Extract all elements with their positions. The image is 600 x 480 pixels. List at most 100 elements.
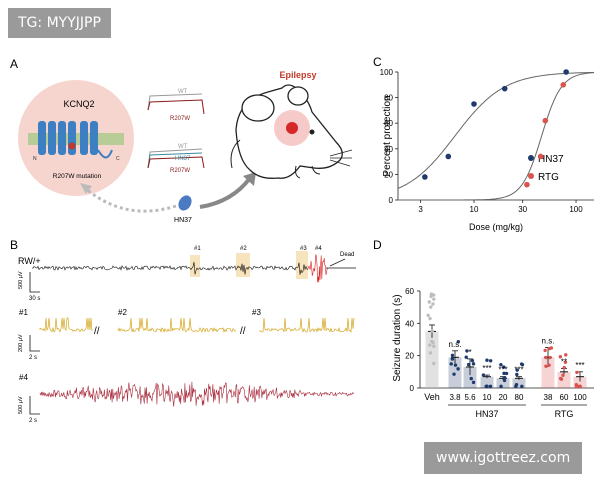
d-data-point [449, 362, 453, 366]
drug-label: HN37 [174, 217, 192, 224]
d-significance-label: *** [498, 366, 507, 375]
d-data-point [471, 380, 476, 385]
mutation-label: R207W mutation [53, 173, 102, 180]
d-category-label: 100 [573, 393, 587, 402]
hn37-fit-curve [397, 71, 595, 189]
dead-arrow [329, 258, 346, 267]
d-category-label: 3.8 [449, 393, 461, 402]
seizure-duration-chart: Seizure duration (s) 0 20 40 60 Veh 3.8 n.s. 5.… [392, 287, 594, 419]
dashed-arrow-to-channel [84, 186, 177, 213]
d-significance-label: n.s. [449, 340, 462, 349]
scale-zoom-voltage: 200 μV [18, 334, 24, 352]
d-data-point [502, 378, 507, 383]
d-bar-10 [480, 376, 494, 388]
scale-seizure-time: 2 s [29, 418, 37, 424]
d-data-point [432, 293, 436, 297]
d-data-point [548, 355, 552, 360]
d-data-point [432, 361, 436, 366]
d-data-point [547, 346, 552, 351]
solid-arrow-head [243, 172, 256, 186]
kcnq2-helices [38, 121, 113, 159]
c-ytick-label: 60 [384, 119, 393, 128]
trace-wt-label-2: WT [178, 144, 188, 150]
hn37-data-point [422, 174, 428, 180]
hn37-data-point [501, 85, 508, 92]
zoom-trace-2 [117, 317, 237, 333]
d-significance-label: n.s. [542, 337, 555, 346]
d-data-point [502, 376, 507, 380]
d-data-point [485, 358, 489, 362]
d-data-point [432, 344, 436, 348]
watermark-bottom: www.igottreez.com [424, 442, 583, 474]
d-data-point [481, 373, 486, 377]
eeg-seizure-burst [307, 254, 329, 283]
d-data-point [430, 329, 434, 333]
d-data-point [431, 302, 435, 306]
genotype-label: RW/+ [18, 256, 41, 266]
event-highlight-3 [296, 251, 308, 279]
current-trace-top: WT R207W [147, 89, 205, 122]
event-marker-2: #2 [240, 246, 247, 252]
legend-hn37-label: HN37 [538, 154, 564, 165]
legend-hn37-dot [528, 155, 534, 161]
d-data-point [564, 353, 568, 357]
d-data-point [469, 376, 473, 381]
d-data-point [575, 370, 579, 375]
rtg-data-point [537, 153, 544, 160]
trace-r207w-label-2: R207W [170, 168, 190, 174]
d-data-point [543, 348, 547, 353]
d-data-point [502, 371, 506, 376]
scale-overview-time: 30 s [29, 296, 40, 302]
c-ytick-label: 40 [384, 145, 393, 154]
scalebar-seizure [29, 396, 40, 415]
event-marker-1: #1 [194, 246, 201, 252]
d-data-point [520, 384, 524, 389]
zoom-trace-3 [259, 317, 355, 333]
d-data-point [488, 384, 493, 389]
d-data-point [427, 300, 431, 304]
d-data-point [563, 360, 568, 364]
scalebar-zoom [29, 335, 40, 352]
d-category-label: 20 [499, 393, 508, 402]
zoom-label-1: #1 [19, 308, 28, 317]
zoom-trace-1 [39, 317, 93, 333]
panel-a-label: A [10, 57, 18, 71]
c-x-axis-label: Dose (mg/kg) [469, 222, 523, 232]
d-data-point [561, 373, 565, 377]
d-data-point [428, 343, 432, 347]
trace-r207w-label-1: R207W [170, 116, 190, 122]
d-significance-label: * [468, 348, 471, 357]
event-marker-4: #4 [315, 246, 322, 252]
d-ytick-label: 20 [405, 352, 414, 361]
dashed-arrow-head [80, 183, 92, 194]
rtg-fit-curve [398, 72, 595, 201]
event-marker-3: #3 [300, 246, 307, 252]
dose-response-chart: Percent protection Dose (mg/kg) HN37 RTG… [380, 68, 595, 232]
d-ytick-label: 0 [410, 384, 415, 393]
c-xtick-label: 30 [518, 205, 527, 214]
d-data-point [547, 363, 551, 367]
d-bar-60 [557, 371, 571, 388]
d-category-label: 60 [560, 393, 569, 402]
d-data-point [426, 313, 430, 318]
d-data-point [499, 362, 503, 367]
event-highlight-2 [236, 253, 250, 277]
scale-seizure-voltage: 500 μV [18, 396, 24, 414]
hn37-data-point [471, 101, 477, 107]
d-significance-label: *** [514, 366, 523, 375]
c-ytick-label: 0 [389, 196, 394, 205]
c-xtick-label: 10 [470, 205, 479, 214]
n-terminal-label: N [33, 156, 37, 162]
d-data-point [575, 384, 579, 389]
d-category-label: 80 [515, 393, 524, 402]
d-data-point [456, 367, 460, 371]
d-data-point [464, 355, 468, 359]
d-category-label: 5.6 [464, 393, 476, 402]
panel-c-label: C [373, 55, 382, 69]
trace-hn37-label-2: HN37 [175, 156, 191, 162]
event-highlight-1 [190, 255, 200, 277]
d-data-point [465, 349, 469, 353]
d-data-point [514, 382, 519, 387]
d-ytick-label: 60 [405, 287, 414, 296]
